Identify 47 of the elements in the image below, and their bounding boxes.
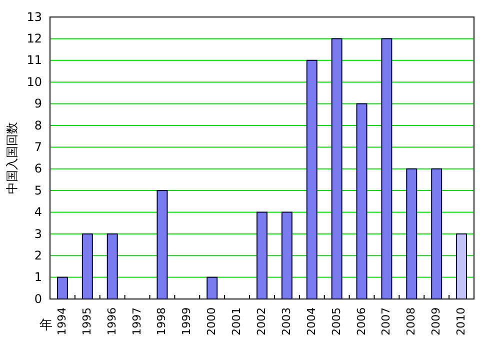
bar [431, 168, 442, 300]
bar [82, 233, 93, 300]
y-axis-title: 中国入国回数 [5, 122, 19, 194]
y-tick-label: 6 [34, 162, 42, 176]
y-tick-label: 8 [34, 118, 42, 132]
y-tick-label: 5 [34, 183, 42, 198]
bar [306, 60, 318, 300]
bar [156, 190, 168, 300]
x-tick-label: 1994 [55, 307, 68, 336]
x-tick-label: 2004 [304, 307, 318, 336]
x-tick-label: 2000 [205, 307, 218, 336]
x-tick-label: 2003 [280, 307, 293, 336]
x-tick-label: 2007 [380, 307, 393, 336]
x-tick-label: 2002 [255, 307, 268, 336]
x-tick-label: 1998 [155, 307, 168, 336]
bar [56, 276, 68, 300]
x-axis-title: 年 [40, 318, 52, 333]
x-tick-label: 2008 [404, 307, 418, 336]
x-tick-label: 2001 [230, 307, 244, 336]
bar [456, 233, 468, 300]
y-tick-label: 2 [34, 248, 42, 262]
x-tick-label: 1995 [80, 307, 94, 336]
bar [281, 212, 292, 300]
x-tick-label: 1999 [180, 307, 194, 336]
x-tick-label: 1996 [105, 307, 118, 336]
bar [206, 276, 218, 300]
bar [256, 212, 268, 300]
bar [381, 38, 392, 300]
y-tick-label: 3 [34, 226, 42, 241]
x-tick-label: 2006 [354, 307, 368, 336]
x-tick-label: 1997 [130, 307, 144, 336]
y-tick-label: 1 [34, 270, 42, 284]
y-tick-label: 12 [26, 32, 42, 46]
x-tick-label: 2005 [330, 307, 343, 336]
y-tick-label: 10 [26, 74, 42, 89]
bar [406, 168, 418, 300]
x-tick-label: 2009 [430, 307, 443, 336]
y-tick-label: 9 [34, 96, 42, 111]
y-tick-label: 11 [26, 53, 42, 68]
y-tick-label: 7 [34, 140, 42, 154]
bar [331, 38, 342, 300]
y-tick-label: 13 [26, 10, 42, 24]
x-tick-label: 2010 [454, 307, 468, 336]
bar [356, 103, 368, 300]
y-tick-label: 4 [34, 205, 42, 220]
bar [106, 233, 118, 300]
y-tick-label: 0 [34, 292, 42, 306]
